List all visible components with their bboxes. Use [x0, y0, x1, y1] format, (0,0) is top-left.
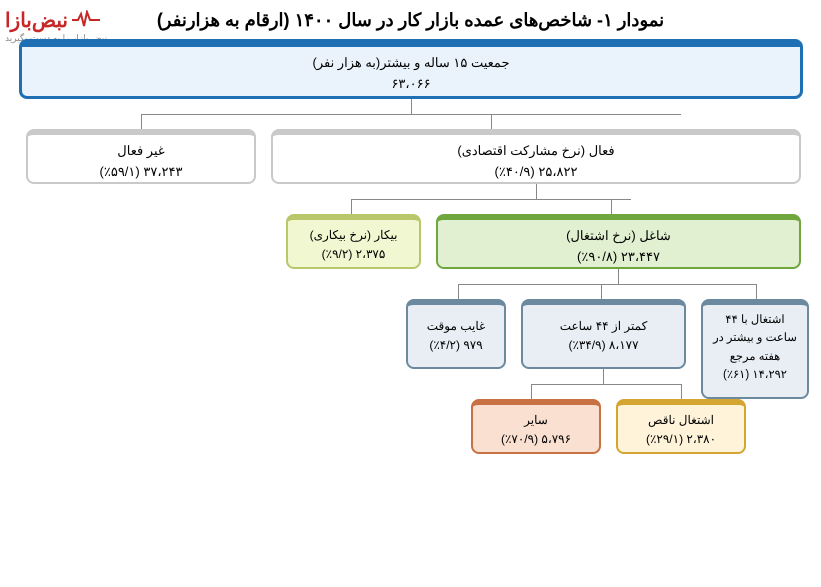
node-tempabsent: غایب موقت ۹۷۹ (٪۴/۲)	[406, 299, 506, 369]
node-inactive: غیر فعال ۳۷،۲۴۳ (٪۵۹/۱)	[26, 129, 256, 184]
logo-text: نبض‌بازا	[5, 8, 68, 33]
node-hoursless44-title: کمتر از ۴۴ ساعت	[531, 317, 676, 336]
node-hoursless44-value: ۸،۱۷۷ (٪۳۴/۹)	[531, 336, 676, 355]
node-other-title: سایر	[481, 411, 591, 430]
node-hoursless44: کمتر از ۴۴ ساعت ۸،۱۷۷ (٪۳۴/۹)	[521, 299, 686, 369]
node-under-title: اشتغال ناقص	[626, 411, 736, 430]
node-active-title: فعال (نرخ مشارکت اقتصادی)	[281, 141, 791, 162]
node-inactive-value: ۳۷،۲۴۳ (٪۵۹/۱)	[36, 162, 246, 183]
node-tempabsent-title: غایب موقت	[416, 317, 496, 336]
node-root: جمعیت ۱۵ ساله و بیشتر(به هزار نفر) ۶۳،۰۶…	[19, 39, 803, 99]
tree-container: جمعیت ۱۵ ساله و بیشتر(به هزار نفر) ۶۳،۰۶…	[11, 39, 811, 559]
pulse-icon	[72, 10, 100, 35]
node-employed-value: ۲۳،۴۴۷ (٪۹۰/۸)	[446, 247, 791, 268]
node-under: اشتغال ناقص ۲،۳۸۰ (٪۲۹/۱)	[616, 399, 746, 454]
node-unemployed-title: بیکار (نرخ بیکاری)	[296, 226, 411, 245]
node-active-value: ۲۵،۸۲۲ (٪۴۰/۹)	[281, 162, 791, 183]
node-other-value: ۵،۷۹۶ (٪۷۰/۹)	[481, 430, 591, 449]
node-unemployed-value: ۲،۳۷۵ (٪۹/۲)	[296, 245, 411, 264]
node-hours44plus-title: اشتغال با ۴۴ ساعت و بیشتر در هفته مرجع	[711, 311, 799, 366]
node-hours44plus: اشتغال با ۴۴ ساعت و بیشتر در هفته مرجع ۱…	[701, 299, 809, 399]
node-other: سایر ۵،۷۹۶ (٪۷۰/۹)	[471, 399, 601, 454]
node-employed: شاغل (نرخ اشتغال) ۲۳،۴۴۷ (٪۹۰/۸)	[436, 214, 801, 269]
node-inactive-title: غیر فعال	[36, 141, 246, 162]
node-employed-title: شاغل (نرخ اشتغال)	[446, 226, 791, 247]
node-root-title: جمعیت ۱۵ ساله و بیشتر(به هزار نفر)	[30, 53, 792, 74]
node-unemployed: بیکار (نرخ بیکاری) ۲،۳۷۵ (٪۹/۲)	[286, 214, 421, 269]
node-active: فعال (نرخ مشارکت اقتصادی) ۲۵،۸۲۲ (٪۴۰/۹)	[271, 129, 801, 184]
node-tempabsent-value: ۹۷۹ (٪۴/۲)	[416, 336, 496, 355]
node-under-value: ۲،۳۸۰ (٪۲۹/۱)	[626, 430, 736, 449]
node-hours44plus-value: ۱۴،۲۹۲ (٪۶۱)	[711, 366, 799, 384]
chart-title: نمودار ۱- شاخص‌های عمده بازار کار در سال…	[10, 10, 811, 31]
node-root-value: ۶۳،۰۶۶	[30, 74, 792, 95]
